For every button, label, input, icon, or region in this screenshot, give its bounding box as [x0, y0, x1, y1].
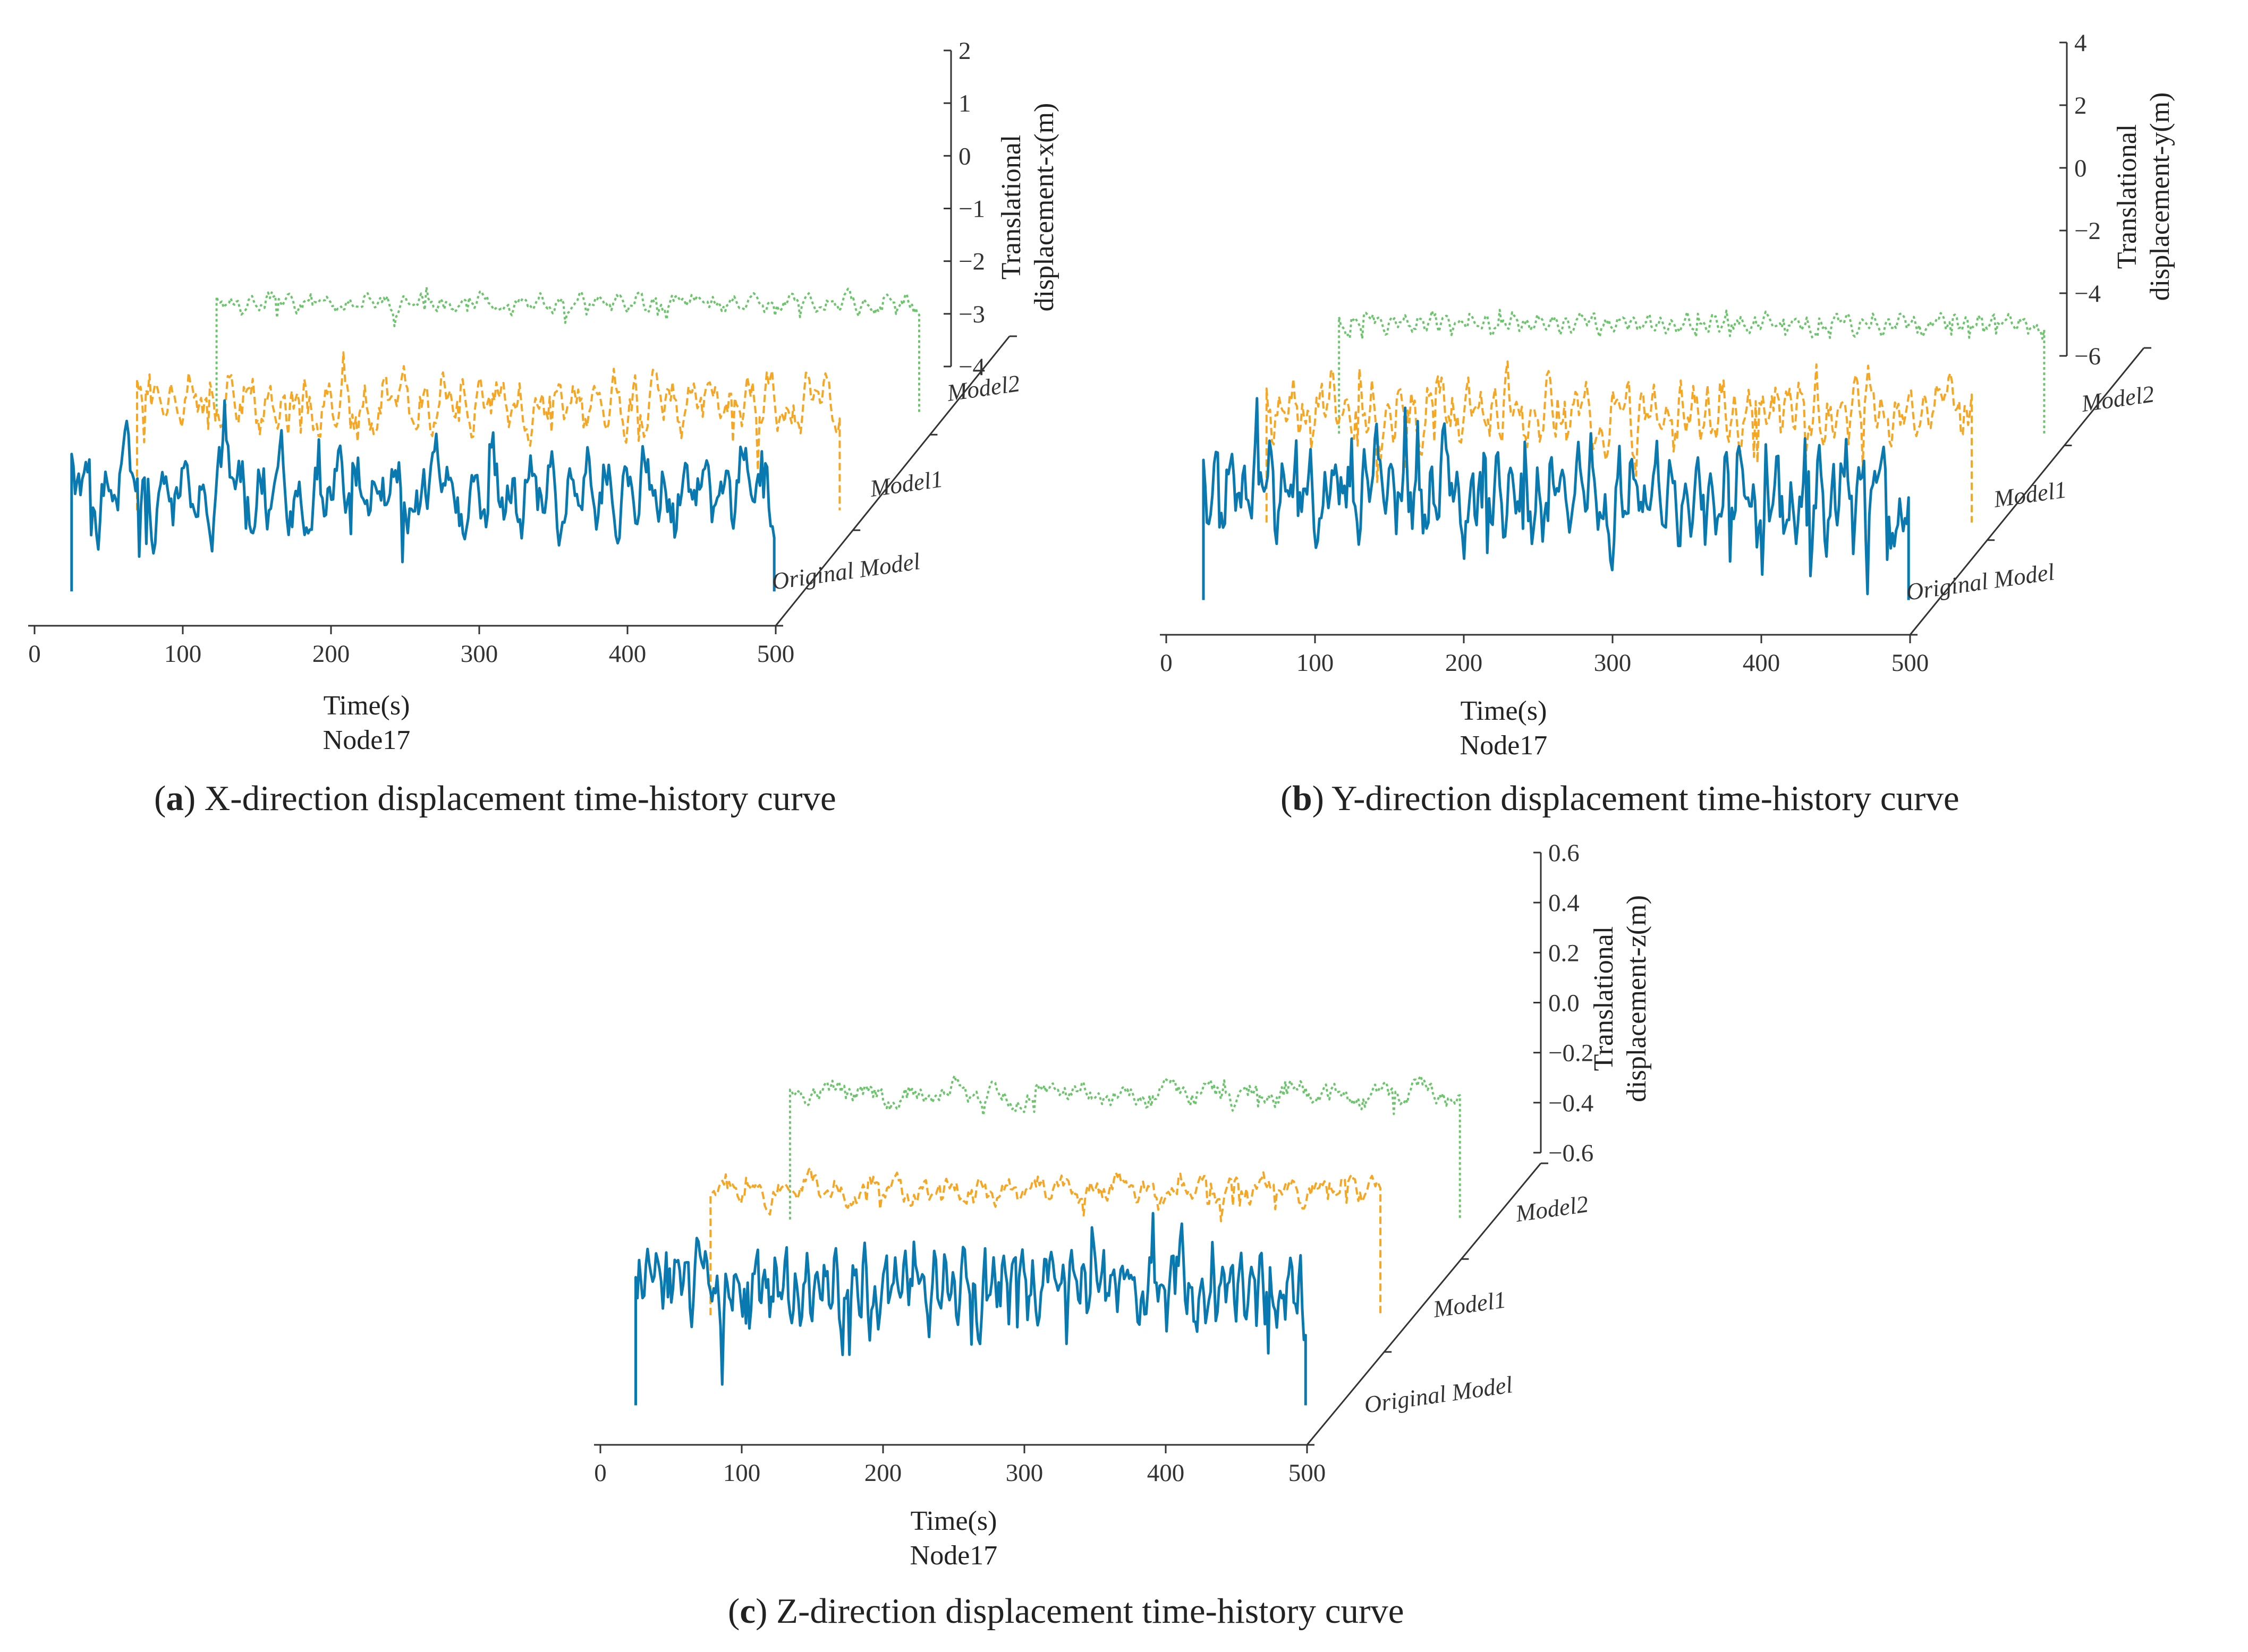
- y-axis-title-line2: displacement-z(m): [1622, 895, 1652, 1102]
- x-tick-label: 100: [164, 640, 202, 668]
- y-tick-label: 0.2: [1548, 939, 1580, 967]
- y-tick-label: 0: [2074, 155, 2087, 182]
- y-tick-label: 1: [958, 90, 971, 117]
- y-axis-title-line1: Translational: [996, 135, 1027, 280]
- panel-caption: (a) X-direction displacement time-histor…: [154, 779, 836, 818]
- depth-axis-line: [775, 336, 1011, 626]
- x-tick-label: 100: [1296, 649, 1334, 677]
- node-label: Node17: [323, 725, 411, 755]
- y-axis-title: Translationaldisplacement-y(m): [2112, 92, 2175, 301]
- caption-letter: c: [740, 1591, 756, 1631]
- x-tick-label: 300: [1594, 649, 1632, 677]
- y-tick-label: −3: [958, 301, 985, 328]
- y-axis-title: Translationaldisplacement-x(m): [996, 103, 1059, 312]
- depth-axis-line: [1306, 1163, 1542, 1445]
- caption-letter: a: [166, 779, 184, 818]
- y-tick-label: −4: [958, 353, 985, 381]
- caption-text: ) Z-direction displacement time-history …: [756, 1591, 1404, 1631]
- x-tick-label: 400: [1743, 649, 1780, 677]
- x-tick-label: 200: [1445, 649, 1483, 677]
- caption-text: ) Y-direction displacement time-history …: [1312, 779, 1959, 818]
- y-axis-title-line2: displacement-x(m): [1029, 103, 1059, 312]
- x-axis-title: Time(s): [911, 1506, 997, 1536]
- y-axis-title-line1: Translational: [2112, 124, 2142, 269]
- y-tick-label: 0.4: [1548, 889, 1580, 917]
- caption-open-paren: (: [1280, 779, 1292, 818]
- series-label-model1: Model1: [1431, 1286, 1507, 1323]
- x-tick-label: 300: [461, 640, 498, 668]
- x-tick-label: 0: [28, 640, 41, 668]
- y-tick-label: 2: [958, 37, 971, 65]
- y-tick-label: 2: [2074, 92, 2087, 120]
- y-tick-label: −2: [2074, 217, 2101, 245]
- series-label-original-model: Original Model: [1362, 1371, 1514, 1418]
- panel-caption: (b) Y-direction displacement time-histor…: [1280, 779, 1959, 818]
- x-tick-label: 0: [594, 1459, 607, 1487]
- y-tick-label: −6: [2074, 343, 2101, 370]
- y-tick-label: −0.2: [1548, 1040, 1593, 1067]
- caption-letter: b: [1292, 779, 1312, 818]
- x-tick-label: 500: [1891, 649, 1929, 677]
- y-tick-label: 0.0: [1548, 990, 1580, 1017]
- chart-panel-b: 0 100 200 300 400 500 Original Model Model1 Mode…: [1160, 29, 2175, 818]
- x-tick-label: 300: [1006, 1459, 1044, 1487]
- y-tick-label: −0.6: [1548, 1139, 1593, 1167]
- x-axis-title: Time(s): [1461, 696, 1547, 726]
- x-tick-label: 200: [312, 640, 350, 668]
- node-label: Node17: [910, 1540, 998, 1571]
- series-line-model1: [136, 351, 841, 510]
- series-label-model1: Model1: [868, 465, 944, 502]
- x-axis-title: Time(s): [324, 691, 410, 721]
- series-label-original-model: Original Model: [770, 548, 921, 595]
- caption-open-paren: (: [154, 779, 166, 818]
- series-line-model2: [1338, 309, 2046, 434]
- y-tick-label: −1: [958, 195, 985, 223]
- x-tick-label: 500: [757, 640, 795, 668]
- y-tick-label: 0: [958, 142, 971, 170]
- x-tick-label: 400: [609, 640, 647, 668]
- depth-axis-line: [1909, 347, 2145, 635]
- y-axis-title-line1: Translational: [1589, 926, 1619, 1071]
- series-label-original-model: Original Model: [1904, 558, 2056, 606]
- series-label-model2: Model2: [1513, 1190, 1590, 1227]
- y-axis-title-line2: displacement-y(m): [2145, 92, 2175, 301]
- x-tick-label: 400: [1147, 1459, 1185, 1487]
- x-tick-label: 100: [723, 1459, 761, 1487]
- series-line-original-model: [70, 399, 776, 592]
- series-line-model1: [709, 1166, 1382, 1315]
- node-label: Node17: [1460, 730, 1548, 761]
- x-tick-label: 0: [1160, 649, 1173, 677]
- series-line-original-model: [1202, 397, 1910, 600]
- y-tick-label: 0.6: [1548, 839, 1580, 867]
- y-tick-label: −4: [2074, 280, 2101, 308]
- series-label-model1: Model1: [1991, 476, 2068, 513]
- caption-text: ) X-direction displacement time-history …: [184, 779, 836, 818]
- x-tick-label: 200: [864, 1459, 902, 1487]
- chart-panel-c: 0 100 200 300 400 500 Original Model Model1 Mode…: [594, 839, 1652, 1631]
- y-axis-title: Translationaldisplacement-z(m): [1589, 895, 1652, 1102]
- series-label-model2: Model2: [2079, 380, 2156, 417]
- series-line-model2: [215, 286, 920, 412]
- y-tick-label: −0.4: [1548, 1089, 1593, 1117]
- y-tick-label: 4: [2074, 29, 2087, 57]
- caption-open-paren: (: [728, 1591, 740, 1631]
- series-line-model2: [788, 1075, 1461, 1220]
- x-tick-label: 500: [1288, 1459, 1326, 1487]
- panel-caption: (c) Z-direction displacement time-histor…: [728, 1591, 1404, 1631]
- y-tick-label: −2: [958, 248, 985, 276]
- series-line-model1: [1265, 360, 1973, 523]
- series-line-original-model: [634, 1212, 1307, 1406]
